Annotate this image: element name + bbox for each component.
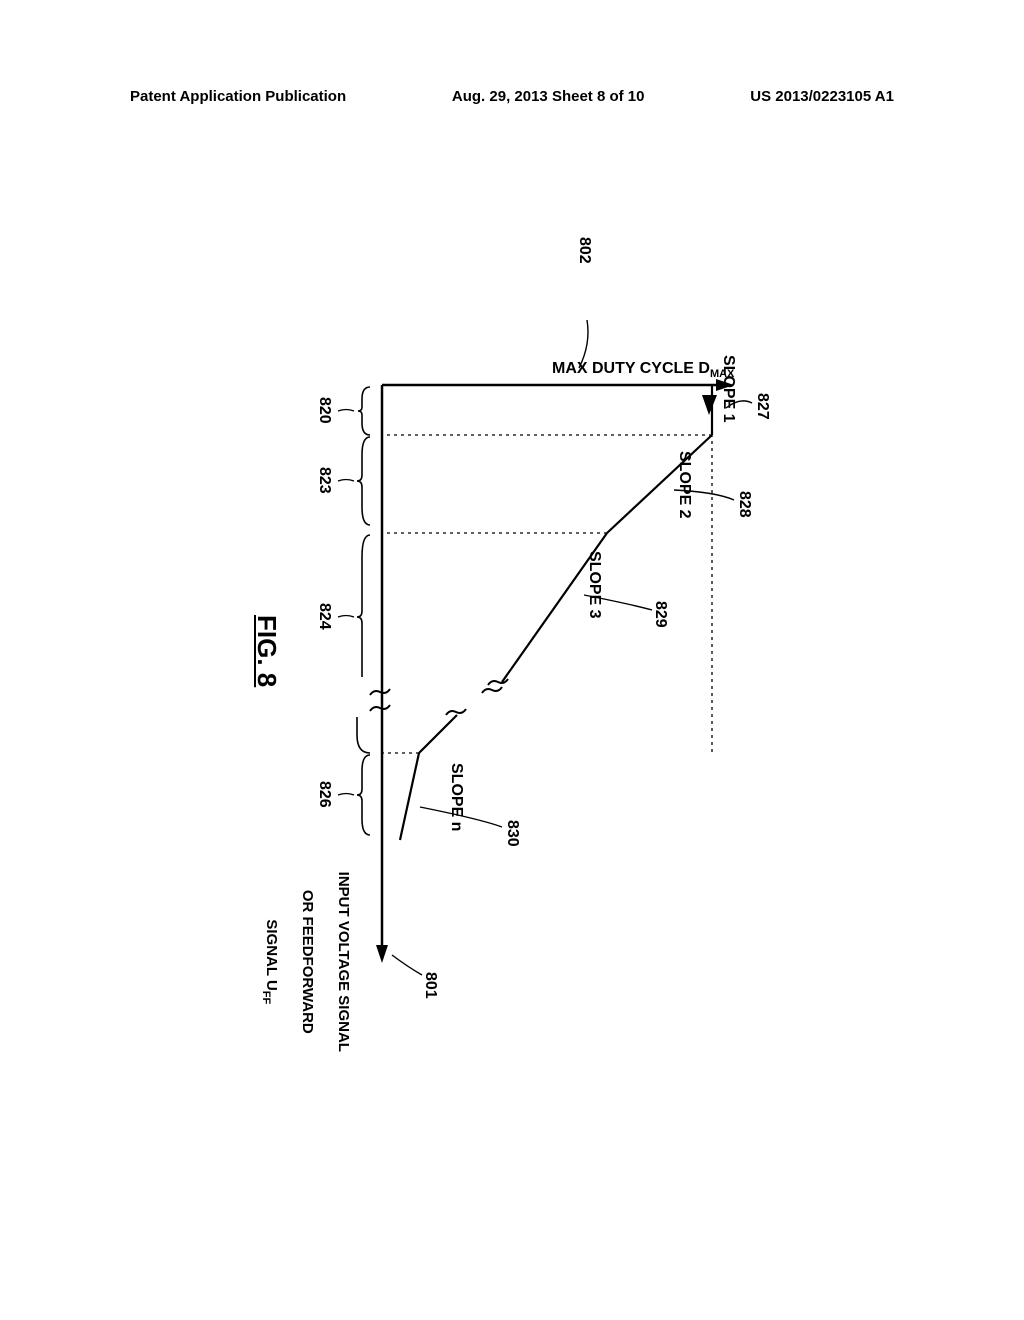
slope-2-ref: 828 — [735, 491, 754, 518]
x-axis-label-l2: OR FEEDFORWARD — [299, 890, 316, 1034]
header-right: US 2013/0223105 A1 — [750, 88, 894, 105]
slope-2-label: SLOPE 2 — [675, 451, 694, 519]
region-820-ref: 820 — [315, 397, 334, 424]
figure-8: 802 MAX DUTY CYCLE DMAX 801 INPUT VOLTAG… — [242, 275, 782, 1045]
region-826-ref: 826 — [315, 781, 334, 808]
y-axis-label: MAX DUTY CYCLE DMAX — [552, 359, 734, 381]
x-axis-label: INPUT VOLTAGE SIGNAL OR FEEDFORWARD SIGN… — [241, 855, 370, 1052]
slope-1-label: SLOPE 1 — [719, 355, 738, 423]
x-axis-label-sub: FF — [260, 991, 272, 1004]
slope-3-label: SLOPE 3 — [585, 551, 604, 619]
x-axis-label-l1: INPUT VOLTAGE SIGNAL — [335, 872, 352, 1052]
y-axis-ref: 802 — [575, 237, 594, 264]
figure-caption: FIG. 8 — [251, 615, 282, 687]
slope-1-ref: 827 — [753, 393, 772, 420]
x-axis-ref: 801 — [421, 972, 440, 999]
region-824-ref: 824 — [315, 603, 334, 630]
header-left: Patent Application Publication — [130, 88, 346, 105]
region-823-ref: 823 — [315, 467, 334, 494]
header-center: Aug. 29, 2013 Sheet 8 of 10 — [452, 88, 645, 105]
slope-n-ref: 830 — [503, 820, 522, 847]
slope-3-ref: 829 — [651, 601, 670, 628]
slope-n-label: SLOPE n — [447, 763, 466, 831]
x-axis-label-l3: SIGNAL U — [263, 919, 280, 990]
